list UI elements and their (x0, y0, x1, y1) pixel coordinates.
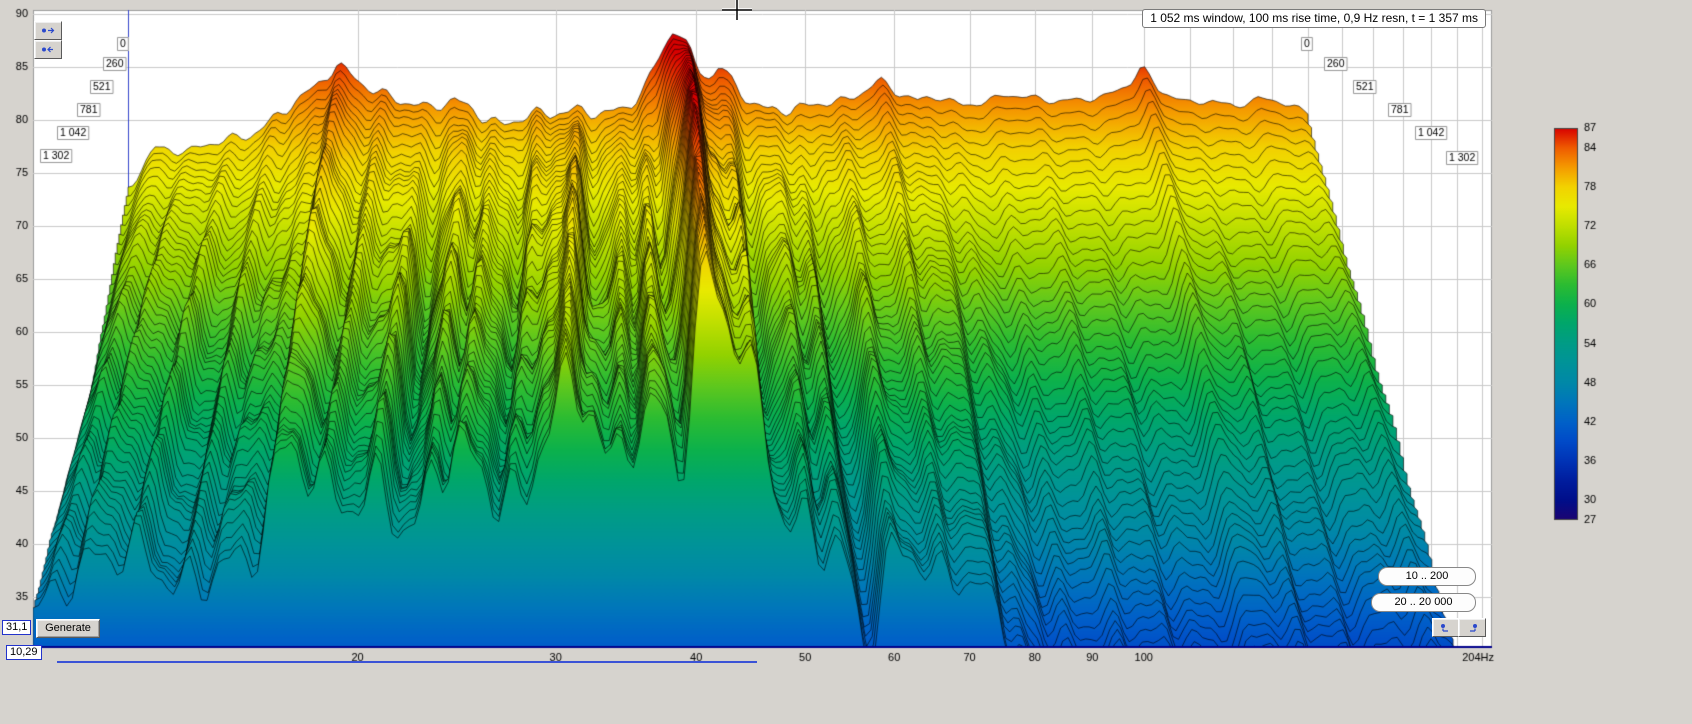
pan-left-icon (1441, 624, 1448, 632)
cursor-frequency-readout: 10,29 (6, 645, 42, 660)
bottom-divider (57, 661, 757, 663)
pan-right-button[interactable] (1458, 618, 1486, 637)
crosshair-cursor (722, 0, 752, 25)
pan-down-icon (42, 46, 53, 53)
measurement-info-bar: 1 052 ms window, 100 ms rise time, 0,9 H… (1142, 9, 1486, 28)
pan-up-icon (42, 27, 55, 34)
cursor-level-readout: 31,1 (2, 620, 32, 635)
pan-down-button[interactable] (34, 40, 62, 59)
pan-right-icon (1470, 624, 1477, 632)
range-20-20000-button[interactable]: 20 .. 20 000 (1371, 593, 1476, 612)
generate-button[interactable]: Generate (36, 619, 100, 638)
pan-left-button[interactable] (1432, 618, 1460, 637)
pan-up-button[interactable] (34, 21, 62, 40)
range-10-200-button[interactable]: 10 .. 200 (1378, 567, 1476, 586)
